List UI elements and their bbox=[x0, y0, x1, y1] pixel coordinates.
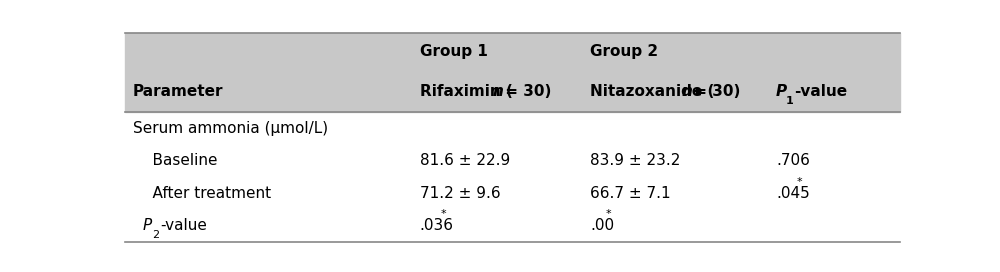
Text: n: n bbox=[681, 84, 692, 99]
Text: -value: -value bbox=[160, 218, 207, 233]
Text: 1: 1 bbox=[786, 96, 794, 106]
Text: Rifaximin (: Rifaximin ( bbox=[420, 84, 512, 99]
Bar bbox=[125, 33, 900, 112]
Text: .706: .706 bbox=[776, 153, 810, 168]
Text: Baseline: Baseline bbox=[133, 153, 217, 168]
Text: n: n bbox=[492, 84, 503, 99]
Text: P: P bbox=[143, 218, 152, 233]
Text: Group 1: Group 1 bbox=[420, 44, 487, 59]
Text: 66.7 ± 7.1: 66.7 ± 7.1 bbox=[590, 186, 671, 201]
Text: Group 2: Group 2 bbox=[590, 44, 658, 59]
Text: = 30): = 30) bbox=[689, 84, 741, 99]
Text: Serum ammonia (μmol/L): Serum ammonia (μmol/L) bbox=[133, 121, 328, 136]
Text: -value: -value bbox=[794, 84, 847, 99]
Text: *: * bbox=[441, 209, 446, 219]
Text: After treatment: After treatment bbox=[133, 186, 271, 201]
Text: 71.2 ± 9.6: 71.2 ± 9.6 bbox=[420, 186, 500, 201]
Text: .036: .036 bbox=[420, 218, 454, 233]
Text: *: * bbox=[606, 209, 611, 219]
Text: .045: .045 bbox=[776, 186, 810, 201]
Text: Parameter: Parameter bbox=[133, 84, 223, 99]
Text: = 30): = 30) bbox=[500, 84, 551, 99]
Text: P: P bbox=[776, 84, 787, 99]
Text: .00: .00 bbox=[590, 218, 614, 233]
Text: 83.9 ± 23.2: 83.9 ± 23.2 bbox=[590, 153, 680, 168]
Text: Nitazoxanide (: Nitazoxanide ( bbox=[590, 84, 714, 99]
Text: *: * bbox=[797, 177, 803, 187]
Text: 2: 2 bbox=[152, 230, 159, 240]
Text: 81.6 ± 22.9: 81.6 ± 22.9 bbox=[420, 153, 510, 168]
